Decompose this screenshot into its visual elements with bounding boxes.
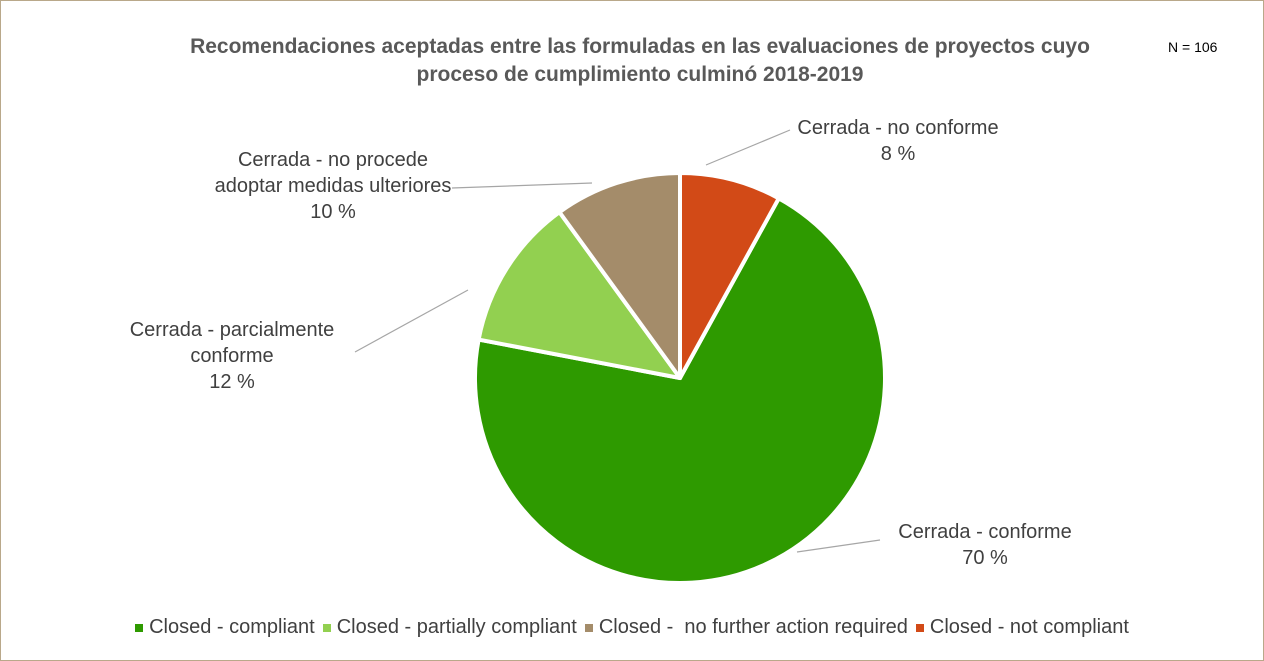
value-label: 8 % bbox=[880, 143, 916, 165]
leader-lines bbox=[354, 129, 881, 553]
leader-line bbox=[796, 539, 881, 553]
annotation: N = 106 bbox=[1168, 39, 1218, 55]
legend-swatch bbox=[915, 623, 924, 632]
pie-slice bbox=[473, 196, 887, 585]
chart-title: Recomendaciones aceptadas entre las form… bbox=[190, 35, 1090, 86]
data-label: Cerrada - conforme 70 % bbox=[860, 519, 1110, 571]
legend-item: Closed - partially compliant bbox=[322, 616, 577, 639]
pie-slice bbox=[678, 171, 781, 380]
category-label: Cerrada - parcialmente conforme bbox=[129, 319, 335, 367]
leader-line bbox=[705, 129, 791, 166]
legend-swatch bbox=[322, 623, 331, 632]
pie-slice bbox=[557, 171, 682, 380]
value-label: 10 % bbox=[310, 201, 356, 223]
data-label: Cerrada - no procede adoptar medidas ult… bbox=[203, 147, 463, 225]
category-label: Cerrada - no conforme bbox=[797, 117, 999, 139]
legend-item: Closed - compliant bbox=[135, 616, 315, 639]
legend-item: Closed - no further action required bbox=[584, 616, 908, 639]
data-label: Cerrada - parcialmente conforme 12 % bbox=[92, 317, 372, 395]
legend: Closed - compliant Closed - partially com… bbox=[0, 616, 1264, 639]
legend-label: Closed - not compliant bbox=[929, 616, 1129, 638]
legend-swatch bbox=[584, 623, 593, 632]
pie-slice bbox=[476, 210, 682, 380]
category-label: Cerrada - conforme bbox=[898, 521, 1072, 543]
leader-line bbox=[451, 182, 593, 189]
legend-label: Closed - compliant bbox=[149, 616, 315, 638]
category-label: Cerrada - no procede adoptar medidas ult… bbox=[214, 149, 452, 197]
legend-label: Closed - partially compliant bbox=[336, 616, 577, 638]
leader-line bbox=[354, 289, 469, 353]
legend-swatch bbox=[135, 623, 144, 632]
value-label: 12 % bbox=[209, 371, 255, 393]
data-label: Cerrada - no conforme 8 % bbox=[773, 115, 1023, 167]
value-label: 70 % bbox=[962, 547, 1008, 569]
legend-item: Closed - not compliant bbox=[915, 616, 1129, 639]
legend-label: Closed - no further action required bbox=[598, 616, 908, 638]
